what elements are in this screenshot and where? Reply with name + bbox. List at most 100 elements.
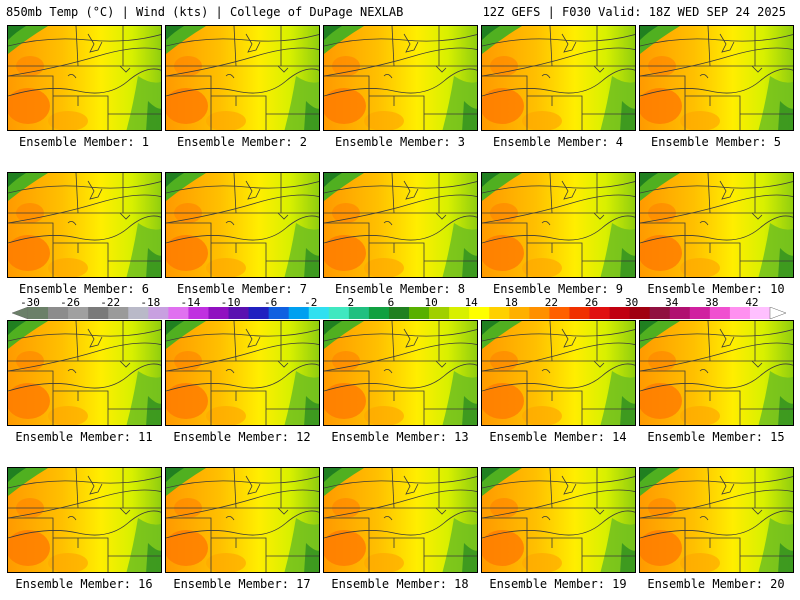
colorbar-swatch [148,307,169,319]
ensemble-map-panel [7,320,162,426]
ensemble-member-label: Ensemble Member: 9 [492,282,624,296]
ensemble-map-panel [481,172,636,278]
ensemble-member-label: Ensemble Member: 1 [18,135,150,149]
colorbar-swatch [388,307,410,319]
ensemble-member-label: Ensemble Member: 5 [650,135,782,149]
colorbar-swatch [649,307,671,319]
colorbar-swatch [549,307,570,319]
colorbar-tick-label: 6 [387,296,395,309]
header-title: 850mb Temp (°C) | Wind (kts) | College o… [6,5,404,19]
colorbar-swatch [409,307,430,319]
colorbar-swatch [328,307,350,319]
colorbar-swatch [429,307,450,319]
colorbar-tick-label: 26 [584,296,599,309]
ensemble-map-panel [323,320,478,426]
colorbar-swatch [188,307,209,319]
colorbar-swatch [709,307,731,319]
colorbar-swatch [609,307,631,319]
ensemble-map-panel [481,467,636,573]
ensemble-member-label: Ensemble Member: 19 [489,577,627,591]
ensemble-map-panel [165,320,320,426]
ensemble-map-panel [639,320,794,426]
ensemble-member-label: Ensemble Member: 7 [176,282,308,296]
colorbar-swatch [449,307,470,319]
ensemble-member-label: Ensemble Member: 14 [489,430,627,444]
colorbar-swatch [469,307,490,319]
ensemble-member-label: Ensemble Member: 10 [647,282,785,296]
ensemble-member-label: Ensemble Member: 3 [334,135,466,149]
colorbar-swatch [288,307,310,319]
colorbar-tick-label: 10 [424,296,438,309]
colorbar-swatch [28,307,49,319]
colorbar-tick-label: -22 [100,296,121,309]
ensemble-map-panel [323,25,478,131]
colorbar-swatch [308,307,330,319]
colorbar-tick-label: 34 [665,296,679,309]
colorbar-swatch [248,307,270,319]
colorbar-swatch [629,307,651,319]
colorbar-swatch [669,307,691,319]
ensemble-member-label: Ensemble Member: 18 [331,577,469,591]
colorbar-tick-label: -18 [140,296,161,309]
ensemble-map-panel [7,172,162,278]
ensemble-map-panel [165,25,320,131]
ensemble-map-panel [165,467,320,573]
ensemble-map-panel [7,467,162,573]
colorbar-tick-label: 18 [504,296,518,309]
colorbar-swatch [729,307,751,319]
ensemble-map-panel [639,467,794,573]
ensemble-map-panel [639,172,794,278]
header-run-info: 12Z GEFS | F030 Valid: 18Z WED SEP 24 20… [482,5,786,19]
ensemble-map-panel [7,25,162,131]
ensemble-member-label: Ensemble Member: 12 [173,430,311,444]
ensemble-member-label: Ensemble Member: 11 [15,430,153,444]
colorbar-swatch [509,307,530,319]
colorbar-tick-label: 14 [464,296,478,309]
ensemble-member-label: Ensemble Member: 8 [334,282,466,296]
colorbar-swatch [168,307,189,319]
colorbar-swatch [228,307,249,319]
ensemble-member-label: Ensemble Member: 2 [176,135,308,149]
colorbar-swatch [68,307,89,319]
colorbar-swatch [749,307,771,319]
colorbar-tick-label: 22 [544,296,559,309]
colorbar-swatch [268,307,290,319]
colorbar-swatch [689,307,711,319]
colorbar-swatch [48,307,69,319]
ensemble-map-panel [481,25,636,131]
colorbar-swatch [569,307,590,319]
colorbar-swatch [529,307,550,319]
ensemble-map-panel [639,25,794,131]
colorbar-tick-label: -14 [180,296,201,309]
colorbar-max-arrow [769,307,786,319]
temperature-colorbar [12,307,786,319]
colorbar-swatch [108,307,129,319]
colorbar-swatch [368,307,390,319]
colorbar-tick-label: -10 [220,296,241,309]
colorbar-swatch [589,307,610,319]
colorbar-tick-label: 42 [745,296,759,309]
ensemble-member-label: Ensemble Member: 20 [647,577,785,591]
colorbar-swatch [208,307,229,319]
ensemble-map-panel [165,172,320,278]
colorbar-tick-label: 38 [705,296,719,309]
ensemble-member-label: Ensemble Member: 15 [647,430,785,444]
ensemble-map-panel [323,172,478,278]
colorbar-tick-label: 30 [624,296,639,309]
ensemble-member-label: Ensemble Member: 16 [15,577,153,591]
colorbar-tick-label: -26 [60,296,81,309]
colorbar-swatch [128,307,149,319]
ensemble-member-label: Ensemble Member: 4 [492,135,624,149]
ensemble-member-label: Ensemble Member: 6 [18,282,150,296]
colorbar-swatch [348,307,370,319]
ensemble-map-panel [481,320,636,426]
colorbar-swatch [489,307,510,319]
ensemble-member-label: Ensemble Member: 13 [331,430,469,444]
colorbar-tick-label: -2 [304,296,318,309]
colorbar-swatch [88,307,109,319]
colorbar-tick-label: 2 [347,296,355,309]
ensemble-member-label: Ensemble Member: 17 [173,577,311,591]
ensemble-map-panel [323,467,478,573]
colorbar-tick-label: -6 [264,296,278,309]
colorbar-tick-label: -30 [20,296,40,309]
